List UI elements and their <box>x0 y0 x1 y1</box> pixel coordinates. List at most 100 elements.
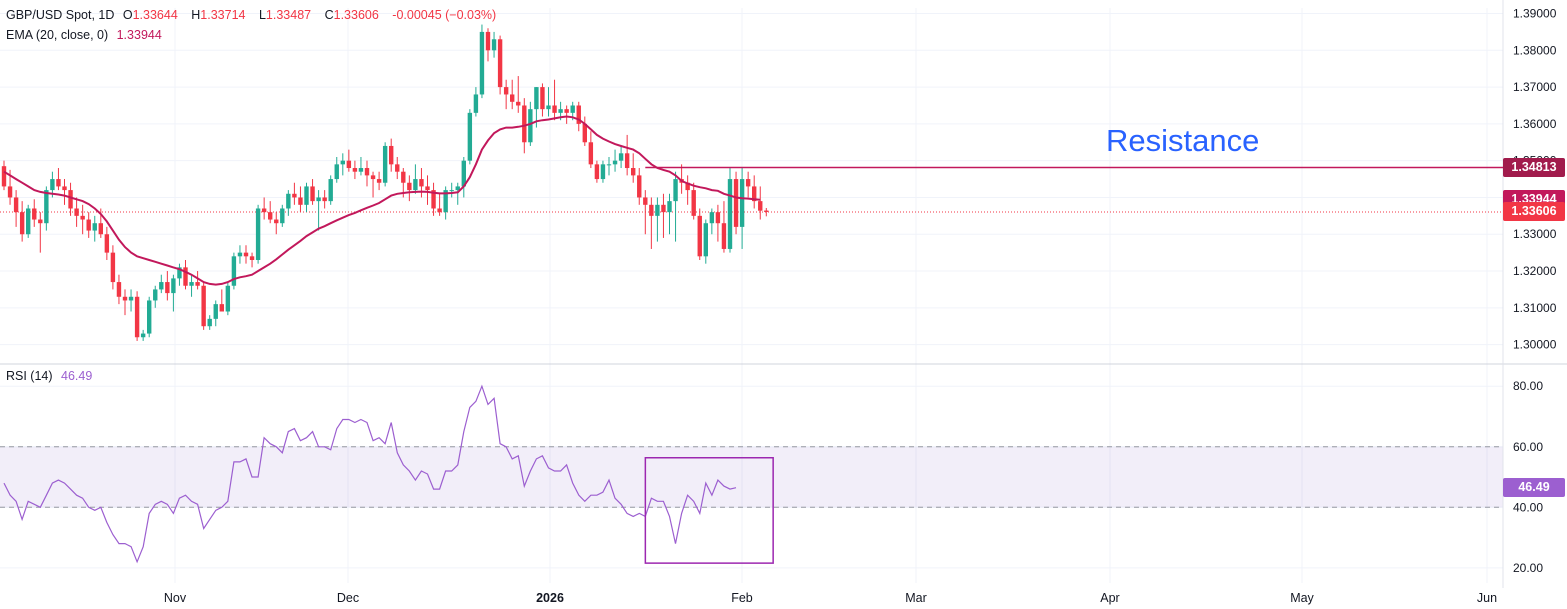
candle-body <box>195 282 200 286</box>
price-tick-label: 1.32000 <box>1513 264 1557 278</box>
ohlc-legend: GBP/USD Spot, 1D O1.33644 H1.33714 L1.33… <box>6 8 501 23</box>
candle-body <box>171 278 176 294</box>
ema-20-line <box>3 115 761 286</box>
high-value: 1.33714 <box>200 8 246 22</box>
last-price-tag: 1.33606 <box>1503 202 1565 222</box>
candle-body <box>631 168 636 176</box>
candle-body <box>758 201 763 211</box>
candle-body <box>122 296 128 301</box>
time-tick-label: May <box>1290 591 1314 605</box>
candle-body <box>437 208 442 213</box>
candle-body <box>455 186 460 191</box>
candle-body <box>213 304 218 319</box>
price-tick-label: 1.38000 <box>1513 43 1557 57</box>
candle-body <box>274 219 279 224</box>
candle-body <box>552 105 557 113</box>
candle-body <box>395 164 400 172</box>
candles <box>1 24 769 341</box>
candle-body <box>564 109 569 113</box>
time-tick-label: Feb <box>731 591 753 605</box>
candle-body <box>286 193 291 209</box>
candle-body <box>612 160 618 165</box>
candle-body <box>376 179 382 183</box>
rsi-band <box>0 446 1503 508</box>
candle-body <box>219 304 224 312</box>
price-tick-label: 1.30000 <box>1513 338 1557 352</box>
candle-body <box>745 179 751 187</box>
candle-body <box>310 186 315 202</box>
candle-body <box>516 101 521 106</box>
candle-body <box>473 94 479 113</box>
candle-body <box>534 87 539 110</box>
candle-body <box>643 197 648 205</box>
candle-body <box>237 252 243 257</box>
candle-body <box>449 190 454 192</box>
rsi-highlight-box <box>644 457 774 564</box>
time-tick-label: Dec <box>337 591 359 605</box>
open-value: 1.33644 <box>132 8 178 22</box>
candle-body <box>255 208 261 260</box>
candle-body <box>261 208 267 213</box>
candle-body <box>80 215 85 220</box>
candle-body <box>104 234 110 253</box>
candle-body <box>346 160 352 169</box>
candle-body <box>165 282 170 294</box>
candle-body <box>709 212 715 224</box>
price-tick-label: 1.36000 <box>1513 117 1557 131</box>
candle-body <box>443 190 448 213</box>
candle-body <box>618 153 624 161</box>
close-label: C <box>324 8 334 22</box>
candle-body <box>159 282 164 290</box>
price-tick-label: 1.37000 <box>1513 80 1557 94</box>
candle-body <box>292 193 297 198</box>
candle-body <box>98 223 103 235</box>
candle-body <box>147 300 152 334</box>
candle-body <box>110 252 116 283</box>
rsi-tick-label: 60.00 <box>1513 440 1543 454</box>
candle-body <box>540 87 545 110</box>
candle-body <box>528 109 533 143</box>
rsi-axis-ticks: 20.00 40.00 60.00 80.00 <box>1513 379 1543 575</box>
candle-body <box>570 105 575 113</box>
candle-body <box>407 182 412 191</box>
time-axis-ticks: Nov Dec 2026 Feb Mar Apr May Jun <box>164 591 1497 605</box>
candle-body <box>38 219 43 224</box>
price-axis-ticks: 1.300001.310001.320001.330001.340001.350… <box>1513 7 1557 352</box>
price-tick-label: 1.33000 <box>1513 227 1557 241</box>
candle-body <box>364 168 370 176</box>
symbol-label: GBP/USD Spot, 1D <box>6 8 115 22</box>
candle-body <box>401 171 406 183</box>
candle-body <box>74 208 79 216</box>
candle-body <box>703 223 708 257</box>
resistance-annotation: Resistance <box>1106 123 1259 158</box>
candle-body <box>86 219 91 231</box>
candle-body <box>44 190 49 224</box>
candle-body <box>19 212 25 235</box>
candle-body <box>7 186 13 198</box>
time-tick-label: Apr <box>1100 591 1119 605</box>
candle-body <box>153 289 158 301</box>
ema-value: 1.33944 <box>116 28 162 42</box>
candle-body <box>304 186 309 205</box>
low-label: L <box>258 8 266 22</box>
change-value: -0.00045 (−0.03%) <box>392 8 497 22</box>
candle-body <box>661 204 666 213</box>
rsi-tick-label: 40.00 <box>1513 500 1543 514</box>
rsi-tick-label: 20.00 <box>1513 561 1543 575</box>
low-value: 1.33487 <box>265 8 312 22</box>
candle-body <box>606 164 612 166</box>
candle-body <box>479 31 485 95</box>
candle-body <box>715 212 721 224</box>
candle-body <box>733 179 739 227</box>
candle-body <box>26 208 31 235</box>
candle-body <box>576 105 581 124</box>
candle-body <box>594 164 600 180</box>
candle-body <box>503 87 509 95</box>
candle-body <box>691 190 696 216</box>
candle-body <box>62 186 67 191</box>
candle-body <box>382 145 388 183</box>
candle-body <box>697 215 702 257</box>
candle-body <box>340 160 345 165</box>
resistance-price-tag: 1.34813 <box>1503 158 1565 178</box>
